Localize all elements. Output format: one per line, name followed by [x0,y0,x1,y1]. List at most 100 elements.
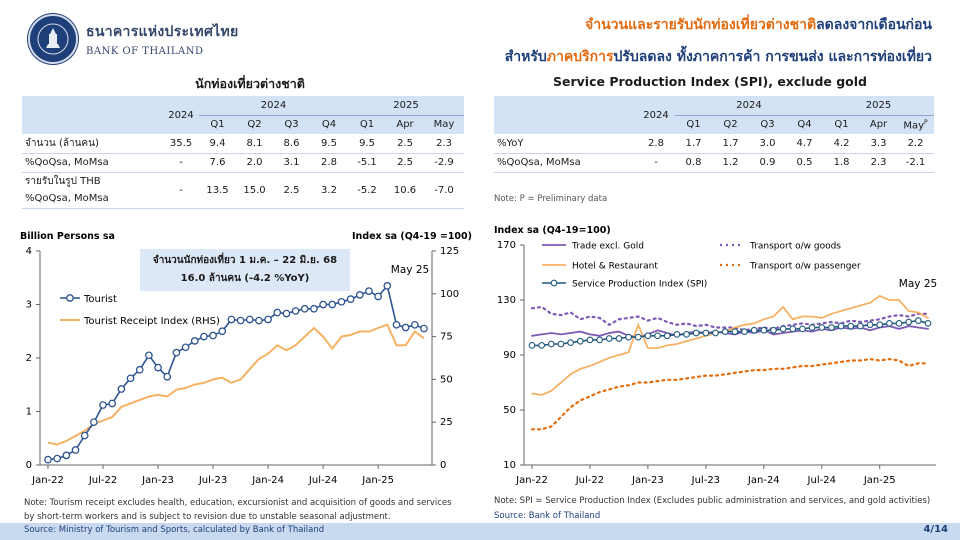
table-cell: 10.6 [393,184,417,196]
headline-line-1: จำนวนและรายรับนักท่องเที่ยวต่างชาติลดลงจ… [585,14,932,36]
table-cell: 3.2 [321,184,337,196]
tourist-point [273,308,282,317]
spi-point [808,324,816,331]
table-cell: 8.1 [246,137,263,149]
table-cell: 1.7 [722,137,739,149]
legend-label-tourist: Tourist [83,294,117,305]
col-header-text: May [903,119,925,131]
tourist-table: 2024 2024 2025 Q1 Q2 Q3 Q4 Q1 Apr May จำนวน (ล้า… [22,96,465,209]
tourist-line [47,284,425,461]
tourist-point [181,343,190,352]
spi-point [712,329,719,337]
x-tick-label: Jul-23 [198,475,227,486]
y-tick-label-left: 4 [26,246,32,257]
spi-point [721,328,729,335]
tourist-point [346,295,355,304]
col-header: Q1 [686,119,701,131]
x-tick-label: Jan-24 [251,475,284,486]
y-tick-label-left: 3 [26,300,32,311]
group-header-2024: 2024 [199,96,349,116]
table-cell: -2.9 [434,157,454,168]
col-header-2024: 2024 [643,109,669,121]
callout-box: จำนวนนักท่องเที่ยว 1 ม.ค. – 22 มิ.ย. 68 … [140,249,350,291]
spi-point [914,317,922,324]
spi-point [576,337,584,345]
spi-point [924,320,932,327]
row-label: รายรับในรูป THB %QoQsa, MoMsa [22,172,163,208]
spi-point [857,322,864,330]
tourist-point [365,287,373,295]
left-table-title: นักท่องเที่ยวต่างชาติ [195,76,305,91]
y-tick-label-left: 0 [26,460,32,471]
headline-part: ภาคบริการ [546,49,614,65]
bank-name-thai: ธนาคารแห่งประเทศไทย [86,24,239,40]
col-header: Q1 [210,119,225,131]
table-cell: 3.3 [870,137,887,149]
tourist-point [62,451,71,460]
headline-part: ลดลงจากเดือนก่อน [816,17,932,33]
spi-point [634,333,642,341]
x-tick-label: Jan-23 [631,475,664,486]
y-axis-label: Index sa (Q4-19=100) [494,225,611,236]
spi-point [538,342,546,349]
tourist-point [80,431,89,440]
table-cell: -5.1 [357,157,377,168]
footer-bar [0,523,960,540]
tourist-point [355,291,364,299]
table-cell: 9.5 [321,137,337,149]
table-cell: 9.5 [359,137,375,149]
row-label-line: รายรับในรูป THB [25,176,101,187]
headline-part: จำนวนและรายรับนักท่องเที่ยวต่างชาติ [585,17,817,33]
tourist-point [126,374,135,383]
col-header: Q4 [797,119,812,131]
spi-point [837,322,845,330]
last-period-label: May 25 [899,278,937,290]
table-cell: -7.0 [434,184,454,196]
spi-point [654,332,661,340]
tourist-point [44,455,52,464]
tourist-point [172,348,181,357]
table-cell: 1.2 [722,157,739,168]
tourist-point [90,418,98,427]
tourist-point [337,297,346,306]
spi-point [625,333,632,341]
y-tick-label-right: 0 [440,460,446,471]
y-tick-label-right: 25 [440,417,453,428]
spi-point [876,321,884,329]
table-cell: 8.6 [283,137,300,149]
spi-point [789,325,797,333]
preliminary-mark: P [924,118,928,126]
tourist-point [236,316,245,325]
y-tick-label: 130 [497,295,516,306]
tourist-point [264,315,272,324]
x-tick-label: Jul-24 [308,475,337,486]
transport-goods-line [530,305,930,332]
y-tick-label: 170 [497,240,516,251]
tourist-point [255,316,263,325]
tourist-point [328,300,337,309]
x-tick-label: Jan-23 [141,475,174,486]
tourist-point [319,300,327,309]
table-cell: 7.6 [209,157,226,168]
headline-part: ปรับลดลง ทั้งภาคการค้า การขนส่ง และการท่… [613,49,932,65]
callout-line: 16.0 ล้านคน (-4.2 %YoY) [180,273,310,284]
y-tick-label-right: 100 [440,289,459,300]
tourist-point [190,337,199,345]
bank-name-english: BANK OF THAILAND [86,46,204,57]
hotel-line [531,294,929,396]
legend-label: Trade excl. Gold [571,242,644,252]
table-cell: 2.5 [397,157,413,168]
y-tick-label-left: 1 [26,407,32,418]
tourist-chart: Billion Persons sa Index sa (Q4-19 =100) 0… [20,231,472,486]
x-tick-label: Jul-24 [807,475,836,486]
table-cell: 2.0 [246,157,263,168]
tourist-point [117,385,126,393]
y-tick-label-right: 75 [440,332,453,343]
spi-point [644,332,652,340]
spi-point [615,335,623,342]
x-tick-label: Jul-22 [575,475,604,486]
tourist-point [108,399,117,408]
corner-cell [22,96,163,134]
table-cell: 15.0 [243,184,266,196]
col-header: May [433,119,455,131]
